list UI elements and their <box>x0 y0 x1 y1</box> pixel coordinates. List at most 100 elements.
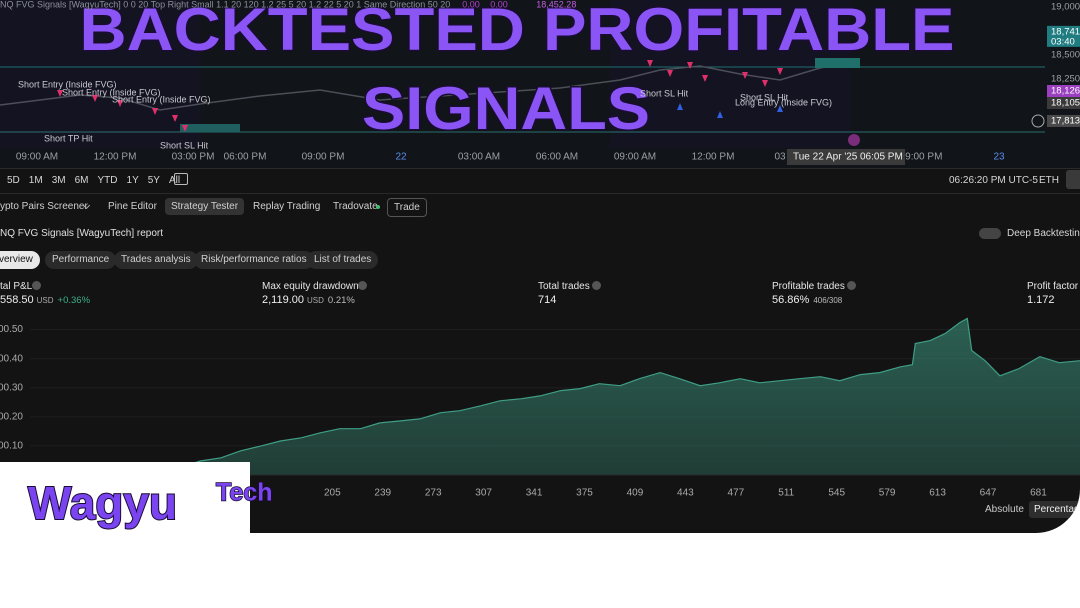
report-tab[interactable]: List of trades <box>307 251 379 269</box>
range-button[interactable]: YTD <box>97 175 118 186</box>
equity-line <box>185 317 1080 467</box>
panel-tab[interactable]: ypto Pairs Screener <box>0 201 88 212</box>
legend-value: 0.00 <box>462 0 480 9</box>
report-tab[interactable]: verview <box>0 251 40 269</box>
legend-value: 18,452.28 <box>536 0 576 9</box>
x-tick-label: 477 <box>727 488 744 499</box>
toggle[interactable] <box>979 228 1001 239</box>
price-label: 17,813 <box>1051 115 1080 126</box>
tradingview-window: BACKTESTED PROFITABLE SIGNALS NQ FVG Sig… <box>0 0 1080 533</box>
metric-unit: USD <box>307 296 324 305</box>
metric-change: +0.36% <box>57 295 91 306</box>
range-button[interactable]: 1M <box>28 175 43 186</box>
time-label: 03 <box>774 152 786 163</box>
fvg-box <box>180 124 240 132</box>
time-label: 12:00 PM <box>94 152 137 163</box>
logo-name: Wagyu <box>28 477 177 529</box>
scale-mode[interactable]: Absolute <box>985 504 1024 515</box>
short-arrow <box>182 125 188 132</box>
short-arrow <box>762 80 768 87</box>
price-badge <box>1047 85 1080 97</box>
x-tick-label: 239 <box>374 488 391 499</box>
long-arrow <box>677 103 683 110</box>
session-shade <box>610 0 850 148</box>
event-marker <box>848 134 860 146</box>
signal-label: Short Entry (Inside FVG) <box>18 79 117 89</box>
price-label: 18,500 <box>1051 50 1080 61</box>
range-button[interactable]: 5D <box>7 175 20 186</box>
metric-label: tal P&L <box>0 281 33 292</box>
panel-tab[interactable]: Pine Editor <box>108 201 157 212</box>
y-tick-label: 100.40 <box>0 353 23 364</box>
y-tick-label: 100.20 <box>0 411 23 422</box>
crosshair-date: Tue 22 Apr '25 <box>793 152 858 163</box>
panel-tab[interactable]: Replay Trading <box>253 201 321 212</box>
metric-value: 56.86% <box>772 294 810 306</box>
x-tick-label: 273 <box>425 488 442 499</box>
short-arrow <box>647 60 653 67</box>
metric-label: Total trades <box>538 281 590 292</box>
y-tick-label: 100.50 <box>0 324 23 335</box>
report-tab[interactable]: Trades analysis <box>114 251 198 269</box>
deep-backtesting: Deep Backtesting <box>1007 228 1080 239</box>
price-trace <box>0 61 851 111</box>
short-arrow <box>742 72 748 79</box>
report-tab[interactable]: Performance <box>45 251 117 269</box>
short-arrow <box>172 115 178 122</box>
time-label: 03:00 PM <box>172 152 215 163</box>
panel-tab[interactable]: Tradovate <box>333 201 378 212</box>
metric-label: Max equity drawdown <box>262 281 359 292</box>
metric-label: Profitable trades <box>772 281 845 292</box>
time-label: 09:00 PM <box>900 152 943 163</box>
x-tick-label: 511 <box>778 488 794 499</box>
metric-value: 558.50 <box>0 294 34 306</box>
toolbar-button[interactable] <box>1066 170 1080 189</box>
metric-row: 1.172 <box>1027 294 1055 306</box>
metric-row: 2,119.00 USD 0.21% <box>262 294 355 306</box>
report-tab[interactable]: Risk/performance ratios <box>194 251 314 269</box>
range-button[interactable]: 1Y <box>126 175 139 186</box>
toolbar <box>0 168 1080 194</box>
metric-row: 558.50 USD +0.36% <box>0 294 90 306</box>
time-label: 09:00 AM <box>16 152 58 163</box>
scale-mode[interactable]: Percentage <box>1029 501 1080 518</box>
price-label: 18,105 <box>1051 98 1080 109</box>
banner-title: BACKTESTED PROFITABLE <box>80 0 955 63</box>
trade-button[interactable]: Trade <box>387 198 427 217</box>
price-chart: BACKTESTED PROFITABLE SIGNALS NQ FVG Sig… <box>0 0 1080 168</box>
short-arrow <box>667 70 673 77</box>
long-arrow <box>717 111 723 118</box>
short-arrow <box>57 90 63 97</box>
range-button[interactable]: 3M <box>51 175 66 186</box>
short-arrow <box>777 68 783 75</box>
calendar-icon[interactable] <box>174 173 188 185</box>
panel-tab[interactable]: Strategy Tester <box>165 198 245 215</box>
signal-label: Long Entry (Inside FVG) <box>735 97 832 107</box>
range-button[interactable]: 6M <box>74 175 89 186</box>
clock: 06:26:20 PM UTC-5 <box>949 175 1038 186</box>
info-icon <box>592 281 601 290</box>
short-arrow <box>117 100 123 107</box>
price-label: 18,741 <box>1051 26 1080 37</box>
metric-row: 714 <box>538 294 556 306</box>
x-tick-label: 579 <box>879 488 896 499</box>
crosshair-tag <box>787 149 905 165</box>
time-label: 06:00 PM <box>224 152 267 163</box>
info-icon <box>358 281 367 290</box>
range-buttons: 5D 1M 3M 6M YTD 1Y 5Y All <box>7 175 189 186</box>
y-tick-label: 100.30 <box>0 382 23 393</box>
x-tick-label: 409 <box>627 488 644 499</box>
range-button[interactable]: 5Y <box>147 175 160 186</box>
session[interactable]: ETH <box>1039 175 1059 186</box>
report-title[interactable]: NQ FVG Signals [WagyuTech] report <box>0 228 164 239</box>
price-badge <box>1047 114 1080 127</box>
indicator-legend: NQ FVG Signals [WagyuTech] 0 0 20 Top Ri… <box>0 0 450 9</box>
x-tick-label: 205 <box>324 488 341 499</box>
price-badge <box>1047 97 1080 109</box>
status-dot <box>376 205 380 209</box>
signal-label: Short TP Hit <box>44 133 93 143</box>
metric-value: 1.172 <box>1027 294 1055 306</box>
signal-arrows <box>57 60 783 132</box>
x-tick-label: 613 <box>929 488 946 499</box>
add-button[interactable] <box>1031 114 1045 128</box>
